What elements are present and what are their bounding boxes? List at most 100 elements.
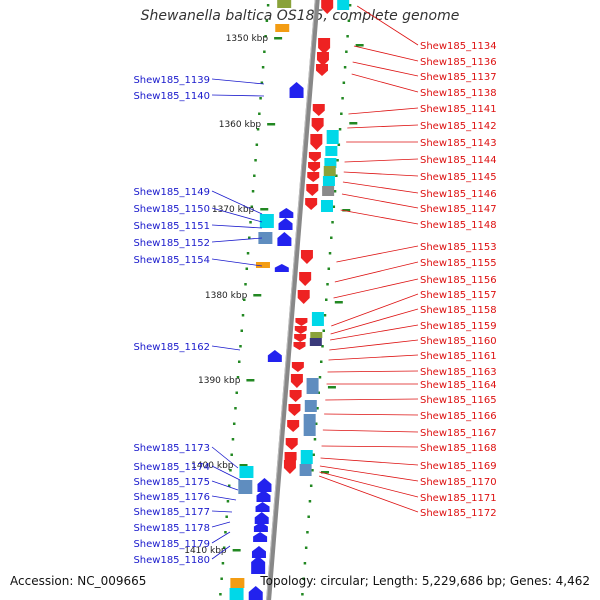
plus-strand-gene [297, 290, 310, 304]
label-leader [211, 545, 231, 560]
orf-box [322, 186, 335, 196]
plus-track-dot [317, 391, 320, 394]
minus-track-dot [226, 500, 230, 503]
gene-label: Shew185_1139 [133, 75, 210, 86]
minus-track-dot [229, 469, 232, 472]
plus-track-dot [318, 376, 322, 379]
gene-label: Shew185_1146 [420, 189, 497, 200]
gene-label: Shew185_1172 [420, 508, 497, 519]
gene-label: Shew185_1136 [420, 57, 497, 68]
minus-strand-gene [251, 546, 266, 558]
gene-label: Shew185_1175 [133, 477, 210, 488]
minus-track-dot [230, 453, 233, 456]
orf-box [309, 338, 322, 346]
label-leader [211, 258, 263, 267]
plus-strand-gene [316, 52, 329, 66]
label-leader [211, 78, 265, 85]
orf-box [324, 158, 337, 168]
gene-label: Shew185_1144 [420, 155, 497, 166]
gene-label: Shew185_1167 [420, 428, 497, 439]
genome-backbone [266, 0, 320, 600]
label-leader [211, 94, 265, 97]
plus-strand-gene [310, 134, 323, 150]
gene-label: Shew185_1176 [133, 492, 210, 503]
label-leader [336, 245, 419, 263]
plus-track-dot [342, 81, 346, 84]
minus-track-dot [243, 298, 246, 301]
minus-track-dot [266, 4, 270, 7]
plus-strand-gene [308, 152, 321, 162]
label-leader [333, 278, 419, 299]
gene-label: Shew185_1160 [420, 336, 497, 347]
plus-track-dot [321, 345, 324, 348]
scale-tick [239, 464, 248, 467]
gene-label: Shew185_1157 [420, 290, 497, 301]
minus-track-dot [222, 546, 226, 549]
orf-box [303, 414, 316, 436]
minus-track-dot [259, 97, 262, 100]
label-leader [211, 510, 233, 513]
minus-track-dot [237, 360, 241, 363]
orf-box [238, 480, 253, 494]
plus-strand-gene [289, 390, 302, 402]
label-leader [342, 181, 419, 194]
label-leader [348, 107, 419, 115]
scale-tick [267, 123, 276, 126]
scale-tick [355, 44, 364, 47]
gene-label: Shew185_1156 [420, 275, 497, 286]
orf-box [322, 176, 335, 186]
plus-track-dot [343, 66, 347, 69]
minus-track-dot [256, 128, 260, 131]
plus-track-dot [303, 562, 307, 565]
label-leader [330, 308, 419, 335]
gene-label: Shew185_1161 [420, 351, 497, 362]
minus-track-dot [239, 345, 242, 348]
plus-strand-gene [290, 374, 303, 388]
scale-tick [253, 294, 262, 297]
minus-strand-gene [278, 218, 293, 230]
plus-strand-gene [287, 420, 300, 432]
gene-label: Shew185_1148 [420, 220, 497, 231]
minus-track-dot [232, 422, 236, 425]
minus-track-dot [227, 484, 231, 487]
accession-text: Accession: NC_009665 [10, 574, 147, 588]
gene-label: Shew185_1137 [420, 72, 497, 83]
label-leader [343, 171, 419, 177]
gene-label: Shew185_1149 [133, 187, 210, 198]
orf-box [310, 332, 323, 338]
minus-track-dot [225, 515, 228, 518]
plus-strand-gene [312, 104, 325, 116]
plus-strand-gene [308, 162, 321, 172]
minus-track-dot [240, 329, 244, 332]
gene-label: Shew185_1174 [133, 462, 210, 473]
label-leader [330, 324, 419, 341]
scale-tick [246, 379, 255, 382]
minus-track-dot [249, 221, 252, 224]
gene-label: Shew185_1145 [420, 172, 497, 183]
plus-strand-gene [293, 342, 306, 350]
scale-tick-label: 1390 kbp [198, 376, 241, 386]
label-leader [211, 224, 263, 229]
orf-box [229, 588, 244, 600]
minus-track-dot [246, 252, 250, 255]
minus-strand-gene [277, 232, 292, 246]
label-leader [340, 209, 419, 225]
gene-label: Shew185_1168 [420, 443, 497, 454]
plus-strand-gene [316, 64, 329, 76]
orf-box [258, 232, 273, 244]
label-leader [324, 413, 419, 416]
scale-tick-label: 1410 kbp [184, 546, 227, 556]
plus-strand-gene [306, 184, 319, 196]
plus-track-dot [316, 407, 319, 410]
plus-track-dot [341, 97, 344, 100]
plus-track-dot [330, 236, 333, 239]
gene-label: Shew185_1143 [420, 138, 497, 149]
label-leader [356, 5, 419, 46]
plus-track-dot [340, 112, 343, 115]
orf-box [311, 312, 324, 326]
plus-track-dot [314, 422, 318, 425]
minus-track-dot [236, 376, 240, 379]
orf-box [299, 464, 312, 476]
minus-track-dot [251, 190, 255, 193]
minus-strand-gene [256, 490, 271, 502]
